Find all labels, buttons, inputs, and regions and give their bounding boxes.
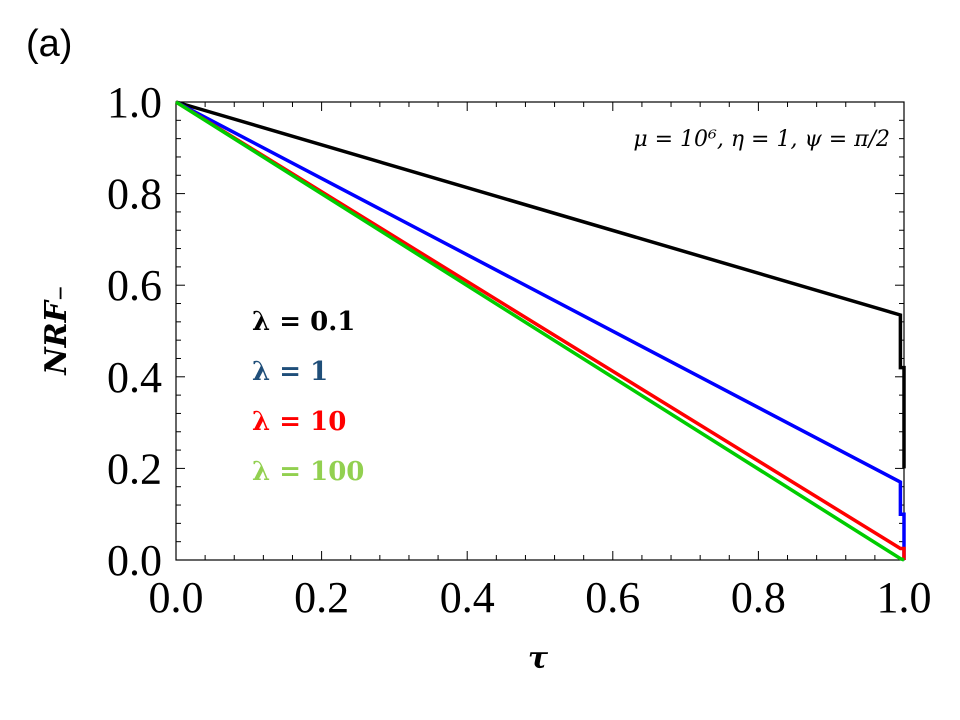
legend-entry-1: λ = 0.1: [252, 307, 355, 337]
y-tick-label: 0.6: [107, 261, 162, 310]
panel-label: (a): [26, 23, 72, 65]
x-axis-title: τ: [528, 641, 549, 676]
y-tick-label: 0.8: [107, 170, 162, 219]
parameter-annotation: μ = 10⁶, η = 1, ψ = π/2: [633, 127, 890, 152]
x-tick-label: 1.0: [877, 573, 932, 622]
x-tick-label: 0.2: [294, 573, 349, 622]
series-line-1: [175, 100, 906, 469]
legend-entry-3: λ = 10: [252, 407, 346, 437]
y-tick-label: 0.2: [107, 444, 162, 493]
x-tick-label: 0.6: [585, 573, 640, 622]
x-tick-label: 0.0: [149, 573, 204, 622]
y-tick-label: 0.4: [107, 353, 162, 402]
y-axis-title: NRF₋: [39, 285, 74, 376]
plot-frame: [175, 101, 905, 561]
series-line-3: [175, 100, 906, 560]
series-line-2: [175, 100, 906, 560]
y-tick-label: 0.0: [107, 536, 162, 585]
legend-entry-2: λ = 1: [252, 357, 328, 387]
x-tick-label: 0.4: [440, 573, 495, 622]
legend: λ = 0.1 λ = 1 λ = 10 λ = 100: [252, 307, 364, 487]
legend-entry-4: λ = 100: [252, 457, 364, 487]
series-layer: [175, 100, 906, 562]
plot-axes: 0.0 0.2 0.4 0.6 0.8 1.0 0.0 0.2 0.4 0.6 0.8 1.0: [107, 78, 932, 622]
series-line-4: [175, 100, 905, 562]
y-tick-label: 1.0: [107, 78, 162, 127]
x-tick-label: 0.8: [731, 573, 786, 622]
